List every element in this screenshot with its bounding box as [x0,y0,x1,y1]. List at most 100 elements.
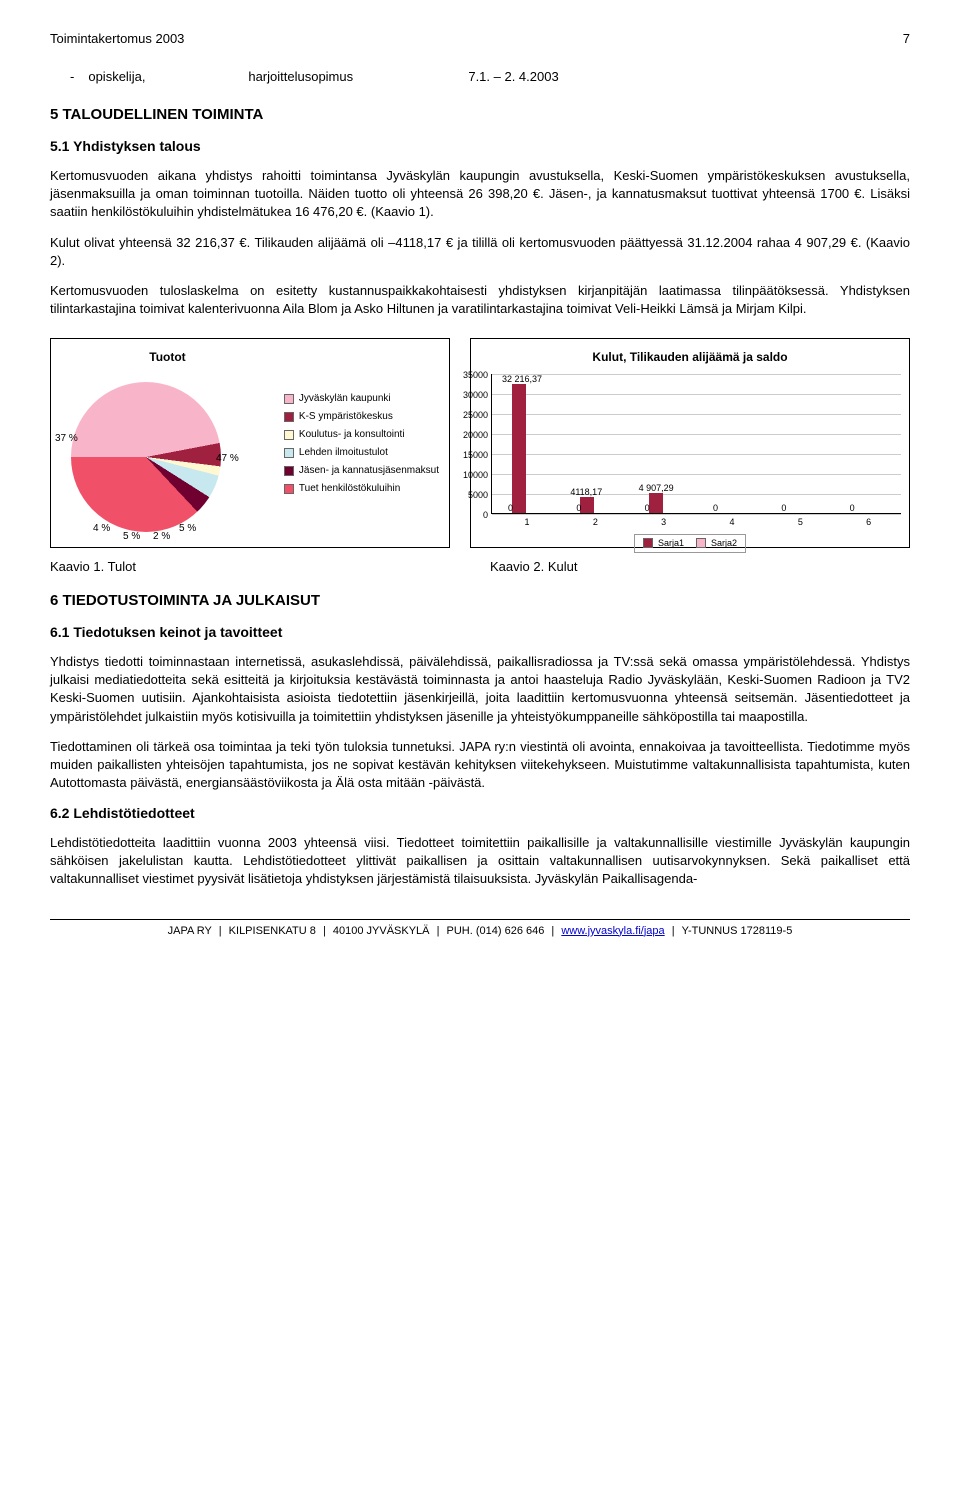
pie-label-5b: 5 % [123,530,140,544]
pie-label-47: 47 % [216,452,239,466]
x-axis-label: 4 [717,516,747,529]
bar [580,497,594,513]
sec51-p3: Kertomusvuoden tuloslaskelma on esitetty… [50,282,910,318]
bar-title: Kulut, Tilikauden alijäämä ja saldo [481,349,899,366]
legend-item: Koulutus- ja konsultointi [284,428,439,442]
col-opiskelija: opiskelija, [88,68,248,86]
charts-row: Tuotot 47 % 5 % 2 % 5 % 4 % 37 % Jyväsky… [50,338,910,548]
pie-label-2: 2 % [153,530,170,544]
col-harjoittelu: harjoittelusopimus [248,68,468,86]
pie-graphic [71,382,221,532]
bar-group [580,497,610,513]
caption-2: Kaavio 2. Kulut [490,558,577,576]
legend-item: Sarja1 [643,537,684,550]
legend-label: Sarja2 [711,537,737,550]
bar [512,384,526,513]
caption-1: Kaavio 1. Tulot [50,558,490,576]
doc-title: Toimintakertomus 2003 [50,30,184,48]
pie-label-4: 4 % [93,522,110,536]
y-axis-label: 10000 [454,469,488,482]
footer-org: JAPA RY [168,925,212,937]
legend-item: Sarja2 [696,537,737,550]
sec51-p2: Kulut olivat yhteensä 32 216,37 €. Tilik… [50,234,910,270]
page-header: Toimintakertomus 2003 7 [50,30,910,48]
bar-legend: Sarja1 Sarja2 [634,534,746,553]
y-axis-label: 5000 [454,489,488,502]
tuotot-chart: Tuotot 47 % 5 % 2 % 5 % 4 % 37 % Jyväsky… [50,338,450,548]
legend-swatch [284,430,294,440]
y-axis-label: 20000 [454,429,488,442]
legend-swatch [643,538,653,548]
legend-swatch [284,448,294,458]
zero-label: 0 [576,502,581,515]
gridline [492,514,901,515]
zero-label: 0 [713,502,718,515]
dash: - [70,68,74,86]
zero-label: 0 [508,502,513,515]
x-axis-label: 3 [649,516,679,529]
value-label: 32 216,37 [502,373,542,386]
x-axis-label: 5 [785,516,815,529]
legend-label: Lehden ilmoitustulot [299,446,388,460]
footer-addr-num: 8 [310,925,316,937]
zero-label: 0 [850,502,855,515]
bar-area: 05000100001500020000250003000035000132 2… [491,374,901,514]
section-6-2-heading: 6.2 Lehdistötiedotteet [50,804,910,824]
bar [649,493,663,513]
legend-swatch [284,394,294,404]
sec61-p1: Yhdistys tiedotti toiminnastaan internet… [50,653,910,726]
pie-label-37: 37 % [55,432,78,446]
legend-item: K-S ympäristökeskus [284,410,439,424]
x-axis-label: 1 [512,516,542,529]
legend-item: Jyväskylän kaupunki [284,392,439,406]
legend-item: Lehden ilmoitustulot [284,446,439,460]
footer-post: 40100 JYVÄSKYLÄ [333,925,430,937]
sec62-p1: Lehdistötiedotteita laadittiin vuonna 20… [50,834,910,889]
legend-label: Sarja1 [658,537,684,550]
legend-label: Koulutus- ja konsultointi [299,428,405,442]
gridline [492,394,901,395]
legend-item: Tuet henkilöstökuluihin [284,482,439,496]
y-axis-label: 35000 [454,369,488,382]
pie-container: 47 % 5 % 2 % 5 % 4 % 37 % [61,372,231,542]
section-6-1-heading: 6.1 Tiedotuksen keinot ja tavoitteet [50,623,910,643]
bar-group [649,493,679,513]
y-axis-label: 0 [454,509,488,522]
y-axis-label: 15000 [454,449,488,462]
legend-item: Jäsen- ja kannatusjäsenmaksut [284,464,439,478]
section-6-heading: 6 TIEDOTUSTOIMINTA JA JULKAISUT [50,590,910,611]
gridline [492,434,901,435]
legend-label: K-S ympäristökeskus [299,410,393,424]
value-label: 4 907,29 [639,482,674,495]
footer-puh: (014) 626 646 [476,925,545,937]
caption-row: Kaavio 1. Tulot Kaavio 2. Kulut [50,558,910,576]
pie-legend: Jyväskylän kaupunki K-S ympäristökeskus Ko… [284,392,439,500]
footer-ytunnus: 1728119-5 [741,925,793,937]
gridline [492,414,901,415]
legend-label: Jyväskylän kaupunki [299,392,391,406]
section-5-heading: 5 TALOUDELLINEN TOIMINTA [50,104,910,125]
section-5-1-heading: 5.1 Yhdistyksen talous [50,137,910,157]
value-label: 4118,17 [570,486,602,499]
x-axis-label: 2 [580,516,610,529]
page-footer: JAPA RY | KILPISENKATU 8 | 40100 JYVÄSKY… [50,919,910,939]
legend-swatch [284,484,294,494]
legend-label: Jäsen- ja kannatusjäsenmaksut [299,464,439,478]
pie-label-5a: 5 % [179,522,196,536]
y-axis-label: 30000 [454,389,488,402]
footer-addr-label: KILPISENKATU [229,925,307,937]
gridline [492,494,901,495]
zero-label: 0 [781,502,786,515]
sec51-p1: Kertomusvuoden aikana yhdistys rahoitti … [50,167,910,222]
bar-group [512,384,542,513]
gridline [492,474,901,475]
col-dates: 7.1. – 2. 4.2003 [468,68,608,86]
y-axis-label: 25000 [454,409,488,422]
gridline [492,454,901,455]
footer-url[interactable]: www.jyvaskyla.fi/japa [561,925,664,937]
pie-title: Tuotot [61,349,274,366]
gridline [492,374,901,375]
footer-puh-label: PUH. [447,925,473,937]
legend-swatch [696,538,706,548]
legend-swatch [284,466,294,476]
